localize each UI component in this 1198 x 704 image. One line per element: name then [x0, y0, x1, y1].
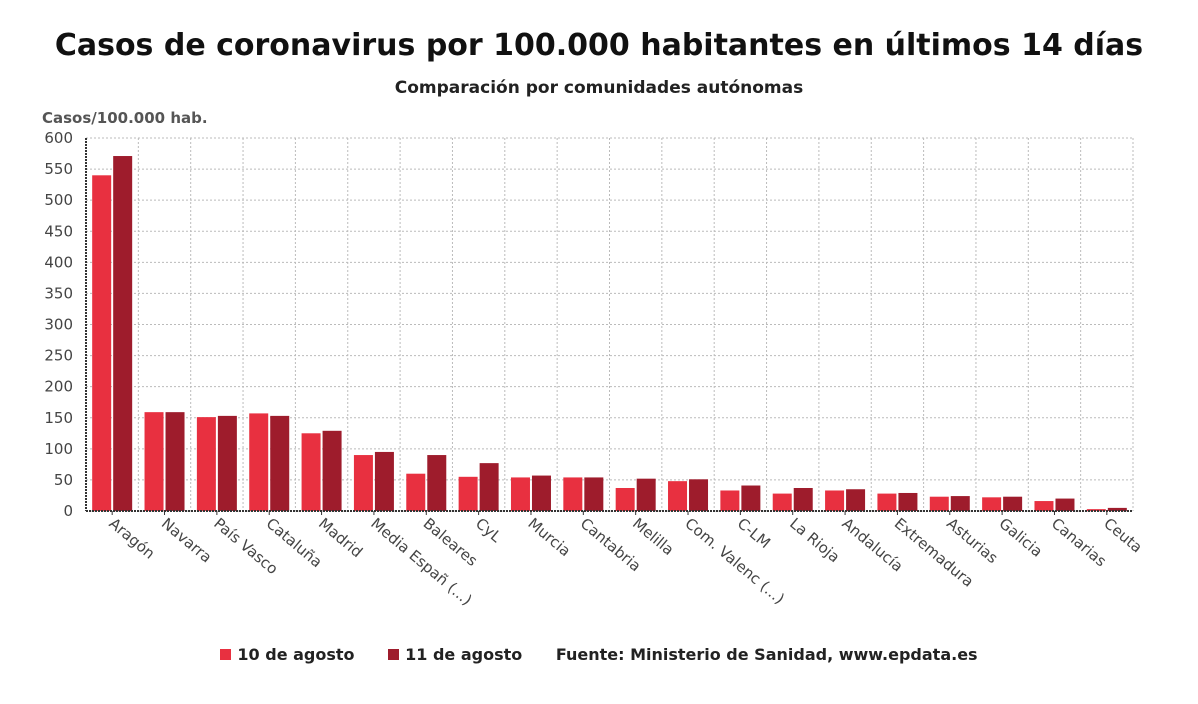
bar-11-agosto: [636, 478, 656, 511]
y-tick-label: 150: [44, 409, 73, 427]
x-tick-label: C-LM: [734, 514, 774, 552]
bar-10-agosto: [353, 455, 373, 511]
bar-11-agosto: [270, 415, 290, 511]
x-tick-label: Navarra: [158, 514, 215, 566]
legend-swatch: [220, 649, 232, 660]
bar-10-agosto: [772, 493, 792, 511]
bar-10-agosto: [1034, 501, 1054, 511]
bar-11-agosto: [950, 496, 970, 511]
y-tick-label: 100: [44, 440, 73, 458]
bar-11-agosto: [531, 475, 551, 511]
chart-title: Casos de coronavirus por 100.000 habitan…: [54, 28, 1144, 63]
bar-11-agosto: [165, 412, 185, 511]
x-tick-label: CyL: [472, 514, 505, 546]
bar-11-agosto: [689, 479, 709, 511]
bar-10-agosto: [406, 473, 426, 511]
bar-10-agosto: [144, 412, 164, 511]
source-note: Fuente: Ministerio de Sanidad, www.epdat…: [555, 645, 978, 664]
bar-11-agosto: [322, 430, 342, 511]
bar-10-agosto: [720, 490, 740, 511]
legend-item-11-agosto[interactable]: 11 de agosto: [388, 645, 522, 664]
bar-11-agosto: [1003, 496, 1023, 511]
bar-10-agosto: [668, 481, 688, 511]
bar-11-agosto: [479, 463, 499, 511]
bar-10-agosto: [929, 496, 949, 511]
x-tick-label: Galicia: [996, 514, 1046, 560]
bar-10-agosto: [510, 477, 530, 511]
y-tick-label: 550: [44, 160, 73, 178]
bar-10-agosto: [1086, 509, 1106, 511]
bar-10-agosto: [982, 497, 1002, 511]
bar-10-agosto: [196, 417, 216, 511]
y-tick-label: 50: [54, 471, 73, 489]
bar-10-agosto: [249, 413, 269, 511]
legend-swatch: [388, 649, 400, 660]
legend-item-10-agosto[interactable]: 10 de agosto: [220, 645, 355, 664]
x-tick-label: Canarias: [1048, 514, 1110, 570]
y-tick-label: 300: [44, 316, 73, 334]
y-tick-label: 500: [44, 191, 73, 209]
x-tick-label: Ceuta: [1100, 514, 1146, 556]
legend: 10 de agosto 11 de agosto Fuente: Minist…: [0, 645, 1198, 664]
x-tick-label: Melilla: [629, 514, 677, 559]
y-axis-label: Casos/100.000 hab.: [42, 109, 208, 127]
y-tick-label: 600: [44, 129, 73, 147]
y-tick-label: 0: [63, 502, 73, 520]
x-tick-label: Aragón: [106, 514, 159, 562]
bar-10-agosto: [458, 476, 478, 511]
bar-10-agosto: [301, 433, 321, 511]
y-tick-label: 450: [44, 222, 73, 240]
bar-10-agosto: [563, 477, 583, 511]
bar-11-agosto: [741, 485, 761, 511]
bar-11-agosto: [374, 451, 394, 511]
x-tick-label: La Rioja: [786, 514, 843, 566]
y-tick-label: 250: [44, 347, 73, 365]
bar-10-agosto: [825, 490, 845, 511]
bar-11-agosto: [217, 415, 237, 511]
y-tick-label: 400: [44, 253, 73, 271]
bar-11-agosto: [846, 489, 866, 511]
bar-10-agosto: [615, 487, 635, 511]
bar-11-agosto: [1107, 507, 1127, 511]
legend-label: 11 de agosto: [405, 645, 523, 664]
bar-11-agosto: [113, 156, 133, 512]
bar-11-agosto: [898, 492, 918, 511]
bar-11-agosto: [427, 455, 447, 511]
legend-label: 10 de agosto: [237, 645, 355, 664]
bar-11-agosto: [793, 487, 813, 511]
bar-11-agosto: [584, 477, 604, 511]
bar-10-agosto: [877, 493, 897, 511]
y-tick-label: 350: [44, 284, 73, 302]
y-tick-label: 200: [44, 378, 73, 396]
x-tick-label: Murcia: [524, 514, 574, 560]
chart-subtitle: Comparación por comunidades autónomas: [394, 78, 804, 98]
bar-11-agosto: [1055, 498, 1075, 511]
bar-10-agosto: [92, 175, 112, 512]
